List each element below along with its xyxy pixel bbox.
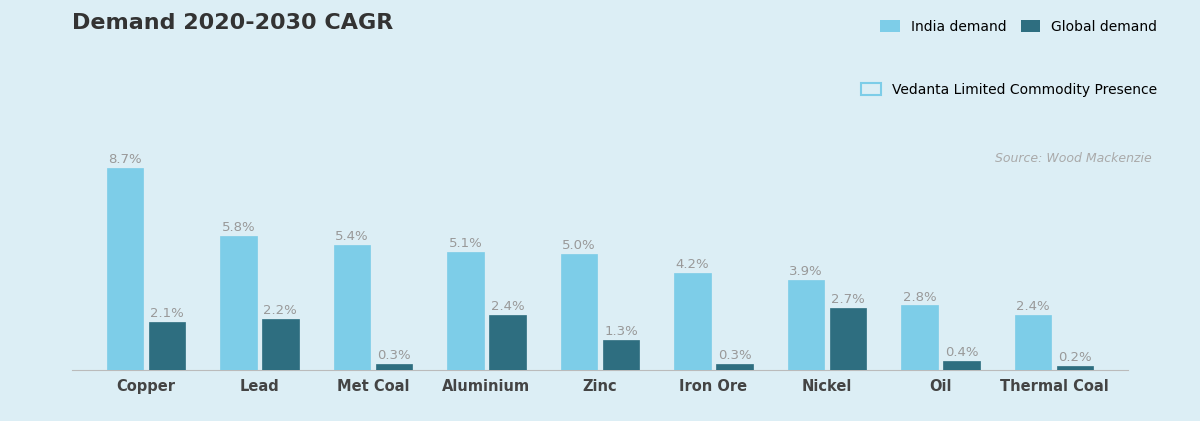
Bar xyxy=(490,314,526,370)
Text: 2.4%: 2.4% xyxy=(491,300,524,313)
Text: 0.4%: 0.4% xyxy=(944,346,978,359)
Text: 2.1%: 2.1% xyxy=(150,307,184,320)
Bar xyxy=(1015,314,1051,370)
Text: 0.2%: 0.2% xyxy=(1058,351,1092,364)
Text: 5.8%: 5.8% xyxy=(222,221,256,234)
Text: 0.3%: 0.3% xyxy=(377,349,410,362)
Bar xyxy=(560,254,598,370)
Bar xyxy=(262,319,299,370)
Legend: Vedanta Limited Commodity Presence: Vedanta Limited Commodity Presence xyxy=(862,83,1157,97)
Text: 2.7%: 2.7% xyxy=(832,293,865,306)
Text: Source: Wood Mackenzie: Source: Wood Mackenzie xyxy=(995,152,1152,165)
Text: 2.2%: 2.2% xyxy=(264,304,298,317)
Bar xyxy=(220,236,257,370)
Text: 5.4%: 5.4% xyxy=(335,230,368,243)
Bar xyxy=(376,363,412,370)
Bar xyxy=(448,252,484,370)
Bar xyxy=(901,305,938,370)
Text: 1.3%: 1.3% xyxy=(604,325,638,338)
Bar xyxy=(716,363,752,370)
Bar xyxy=(334,245,370,370)
Text: 8.7%: 8.7% xyxy=(108,153,142,166)
Text: 5.1%: 5.1% xyxy=(449,237,482,250)
Text: 2.8%: 2.8% xyxy=(902,290,936,304)
Bar xyxy=(107,168,143,370)
Bar xyxy=(149,322,185,370)
Text: Demand 2020-2030 CAGR: Demand 2020-2030 CAGR xyxy=(72,13,394,33)
Bar xyxy=(943,361,980,370)
Text: 5.0%: 5.0% xyxy=(562,240,596,252)
Text: 2.4%: 2.4% xyxy=(1016,300,1050,313)
Text: 0.3%: 0.3% xyxy=(718,349,751,362)
Bar xyxy=(830,308,866,370)
Legend: India demand, Global demand: India demand, Global demand xyxy=(881,19,1157,34)
Bar xyxy=(788,280,824,370)
Bar xyxy=(1057,366,1093,370)
Text: 4.2%: 4.2% xyxy=(676,258,709,271)
Text: 3.9%: 3.9% xyxy=(790,265,823,278)
Bar xyxy=(602,340,640,370)
Bar xyxy=(674,273,710,370)
